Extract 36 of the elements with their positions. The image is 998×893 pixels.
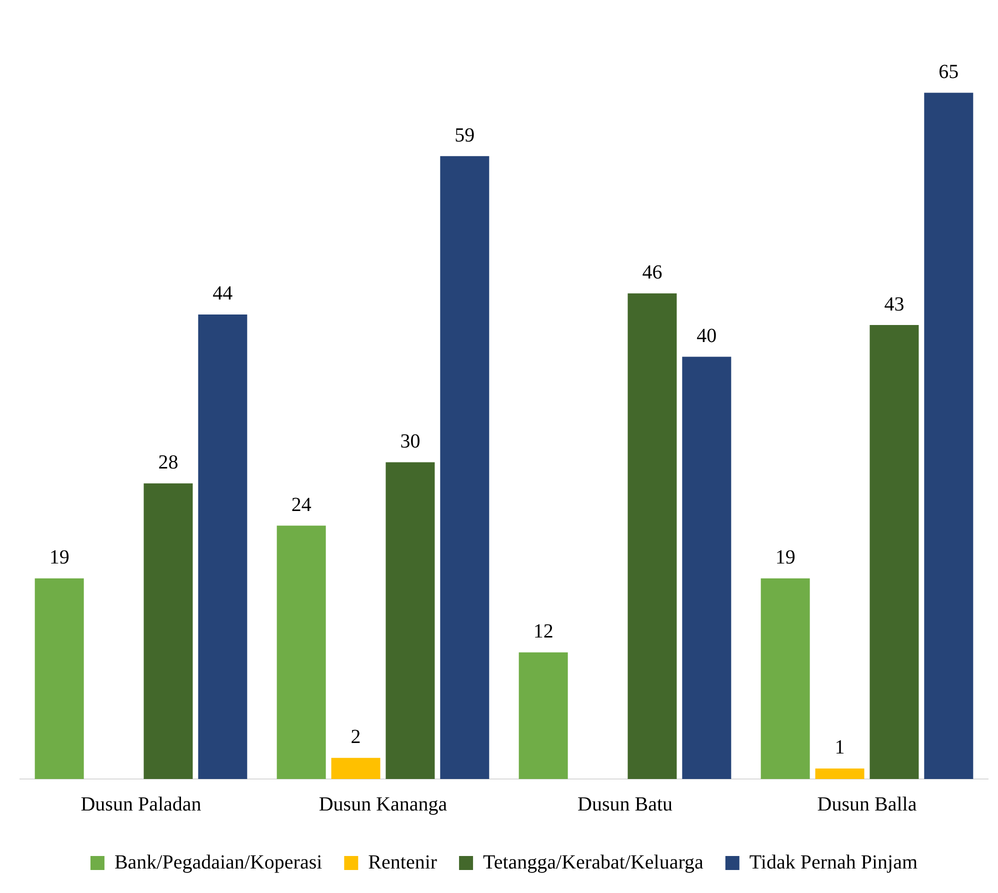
x-tick-label: Dusun Kananga xyxy=(318,793,448,816)
data-label: 19 xyxy=(49,546,70,569)
data-label: 44 xyxy=(212,282,233,305)
bar xyxy=(924,92,974,779)
legend-label: Tidak Pernah Pinjam xyxy=(749,851,918,874)
bar xyxy=(760,578,810,779)
bar xyxy=(870,325,919,779)
data-label: 2 xyxy=(350,726,361,748)
x-tick-label: Dusun Paladan xyxy=(80,793,202,816)
data-label: 19 xyxy=(775,546,796,569)
legend-label: Rentenir xyxy=(368,851,438,874)
bar xyxy=(628,293,677,779)
bar xyxy=(144,483,193,779)
legend-label: Tetangga/Kerabat/Keluarga xyxy=(483,851,704,874)
data-label: 1 xyxy=(834,736,845,759)
bar xyxy=(440,156,490,779)
bar xyxy=(682,356,732,779)
data-label: 43 xyxy=(884,293,904,316)
bar xyxy=(518,652,568,779)
bar xyxy=(276,526,326,779)
bar xyxy=(34,578,84,779)
data-label: 28 xyxy=(158,452,178,474)
data-label: 24 xyxy=(291,494,312,516)
data-label: 40 xyxy=(696,324,717,347)
data-label: 65 xyxy=(938,61,959,84)
bar xyxy=(386,462,435,779)
bar xyxy=(815,768,864,779)
legend-label: Bank/Pegadaian/Koperasi xyxy=(114,851,323,874)
x-tick-label: Dusun Balla xyxy=(817,793,917,816)
x-tick-label: Dusun Batu xyxy=(578,793,672,816)
bar xyxy=(331,758,380,779)
bar xyxy=(198,314,248,779)
data-label: 46 xyxy=(642,262,662,284)
data-label: 30 xyxy=(400,430,420,453)
data-label: 12 xyxy=(533,620,554,643)
data-label: 59 xyxy=(454,124,475,146)
